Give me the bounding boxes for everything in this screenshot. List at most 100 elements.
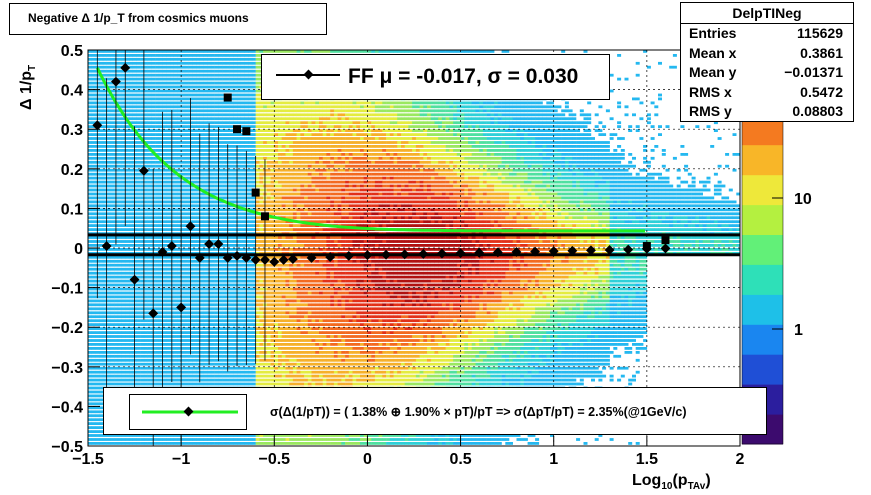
- heat-cell: [95, 354, 100, 358]
- heat-cell: [121, 335, 126, 338]
- heat-cell: [229, 212, 234, 216]
- heat-cell: [199, 354, 204, 358]
- heat-cell: [266, 370, 271, 374]
- heat-cell: [207, 374, 212, 378]
- heat-cell: [203, 208, 208, 212]
- heat-cell: [233, 382, 238, 386]
- heat-cell: [106, 315, 111, 319]
- heat-cell: [233, 188, 238, 192]
- heat-cell: [266, 248, 271, 251]
- heat-cell: [117, 137, 122, 140]
- heat-cell: [218, 81, 223, 85]
- heat-cell: [181, 279, 186, 283]
- heat-cell: [177, 323, 182, 326]
- heat-cell: [143, 192, 148, 196]
- heat-cell: [210, 228, 215, 231]
- heat-cell: [143, 180, 148, 184]
- heat-cell: [266, 291, 271, 295]
- heat-cell: [143, 267, 148, 271]
- heat-cell: [99, 188, 104, 192]
- heat-cell: [173, 331, 178, 334]
- heat-cell: [199, 172, 204, 176]
- heat-cell: [166, 315, 171, 319]
- heat-cell: [192, 196, 197, 200]
- heat-cell: [125, 327, 130, 330]
- heat-cell: [166, 172, 171, 176]
- heat-cell: [173, 255, 178, 259]
- heat-cell: [125, 129, 130, 132]
- heat-cell: [91, 168, 96, 172]
- heat-cell: [110, 149, 115, 152]
- heat-cell: [237, 307, 241, 311]
- heat-cell: [222, 331, 227, 334]
- heat-cell: [136, 283, 141, 287]
- heat-cell: [203, 216, 208, 220]
- heat-cell: [177, 343, 182, 346]
- heat-cell: [237, 366, 241, 370]
- heat-cell: [181, 141, 186, 144]
- heat-cell: [203, 176, 208, 180]
- heat-cell: [214, 283, 219, 287]
- heat-cell: [259, 188, 264, 192]
- heat-cell: [203, 263, 208, 267]
- heat-cell: [147, 117, 152, 121]
- heat-cell: [237, 263, 241, 267]
- heat-cell: [251, 105, 256, 109]
- heat-cell: [158, 434, 163, 437]
- heat-cell: [117, 299, 122, 303]
- heat-cell: [218, 200, 223, 204]
- heat-cell: [229, 69, 234, 73]
- heat-cell: [229, 156, 234, 160]
- heat-cell: [102, 208, 107, 212]
- heat-cell: [184, 172, 189, 176]
- heat-cell: [222, 299, 227, 303]
- heat-cell: [181, 97, 186, 101]
- heat-cell: [158, 101, 163, 105]
- heat-cell: [214, 212, 219, 216]
- heat-cell: [166, 204, 171, 208]
- heat-cell: [110, 382, 115, 386]
- heat-cell: [248, 81, 253, 85]
- heat-cell: [270, 208, 275, 212]
- heat-cell: [214, 311, 219, 315]
- heat-cell: [248, 275, 253, 279]
- heat-cell: [248, 212, 253, 216]
- heat-cell: [255, 81, 260, 85]
- heat-cell: [91, 315, 96, 319]
- heat-cell: [229, 442, 234, 445]
- heat-cell: [155, 184, 160, 188]
- heat-cell: [184, 378, 189, 382]
- heat-cell: [147, 236, 152, 239]
- heat-cell: [251, 101, 256, 105]
- heat-cell: [132, 438, 137, 441]
- heat-cell: [233, 354, 238, 358]
- heat-cell: [214, 216, 219, 220]
- heat-cell: [192, 319, 197, 323]
- heat-cell: [255, 77, 260, 81]
- heat-cell: [173, 327, 178, 330]
- heat-cell: [207, 366, 212, 370]
- heat-cell: [110, 311, 115, 315]
- heat-cell: [155, 240, 160, 243]
- heat-cell: [143, 244, 148, 247]
- heat-cell: [255, 141, 260, 144]
- heat-cell: [203, 141, 208, 144]
- heat-cell: [266, 192, 271, 196]
- heat-cell: [147, 141, 152, 144]
- heat-cell: [106, 442, 111, 445]
- heat-cell: [259, 370, 264, 374]
- heat-cell: [162, 109, 167, 113]
- heat-cell: [102, 311, 107, 315]
- heat-cell: [270, 370, 275, 374]
- heat-cell: [218, 192, 223, 196]
- heat-cell: [229, 259, 234, 263]
- heat-cell: [210, 141, 215, 144]
- heat-cell: [158, 323, 163, 326]
- heat-cell: [255, 133, 260, 136]
- heat-cell: [158, 307, 163, 311]
- heat-cell: [106, 50, 111, 53]
- heat-cell: [266, 335, 271, 338]
- heat-cell: [166, 105, 171, 109]
- heat-cell: [255, 61, 260, 65]
- heat-cell: [222, 228, 227, 231]
